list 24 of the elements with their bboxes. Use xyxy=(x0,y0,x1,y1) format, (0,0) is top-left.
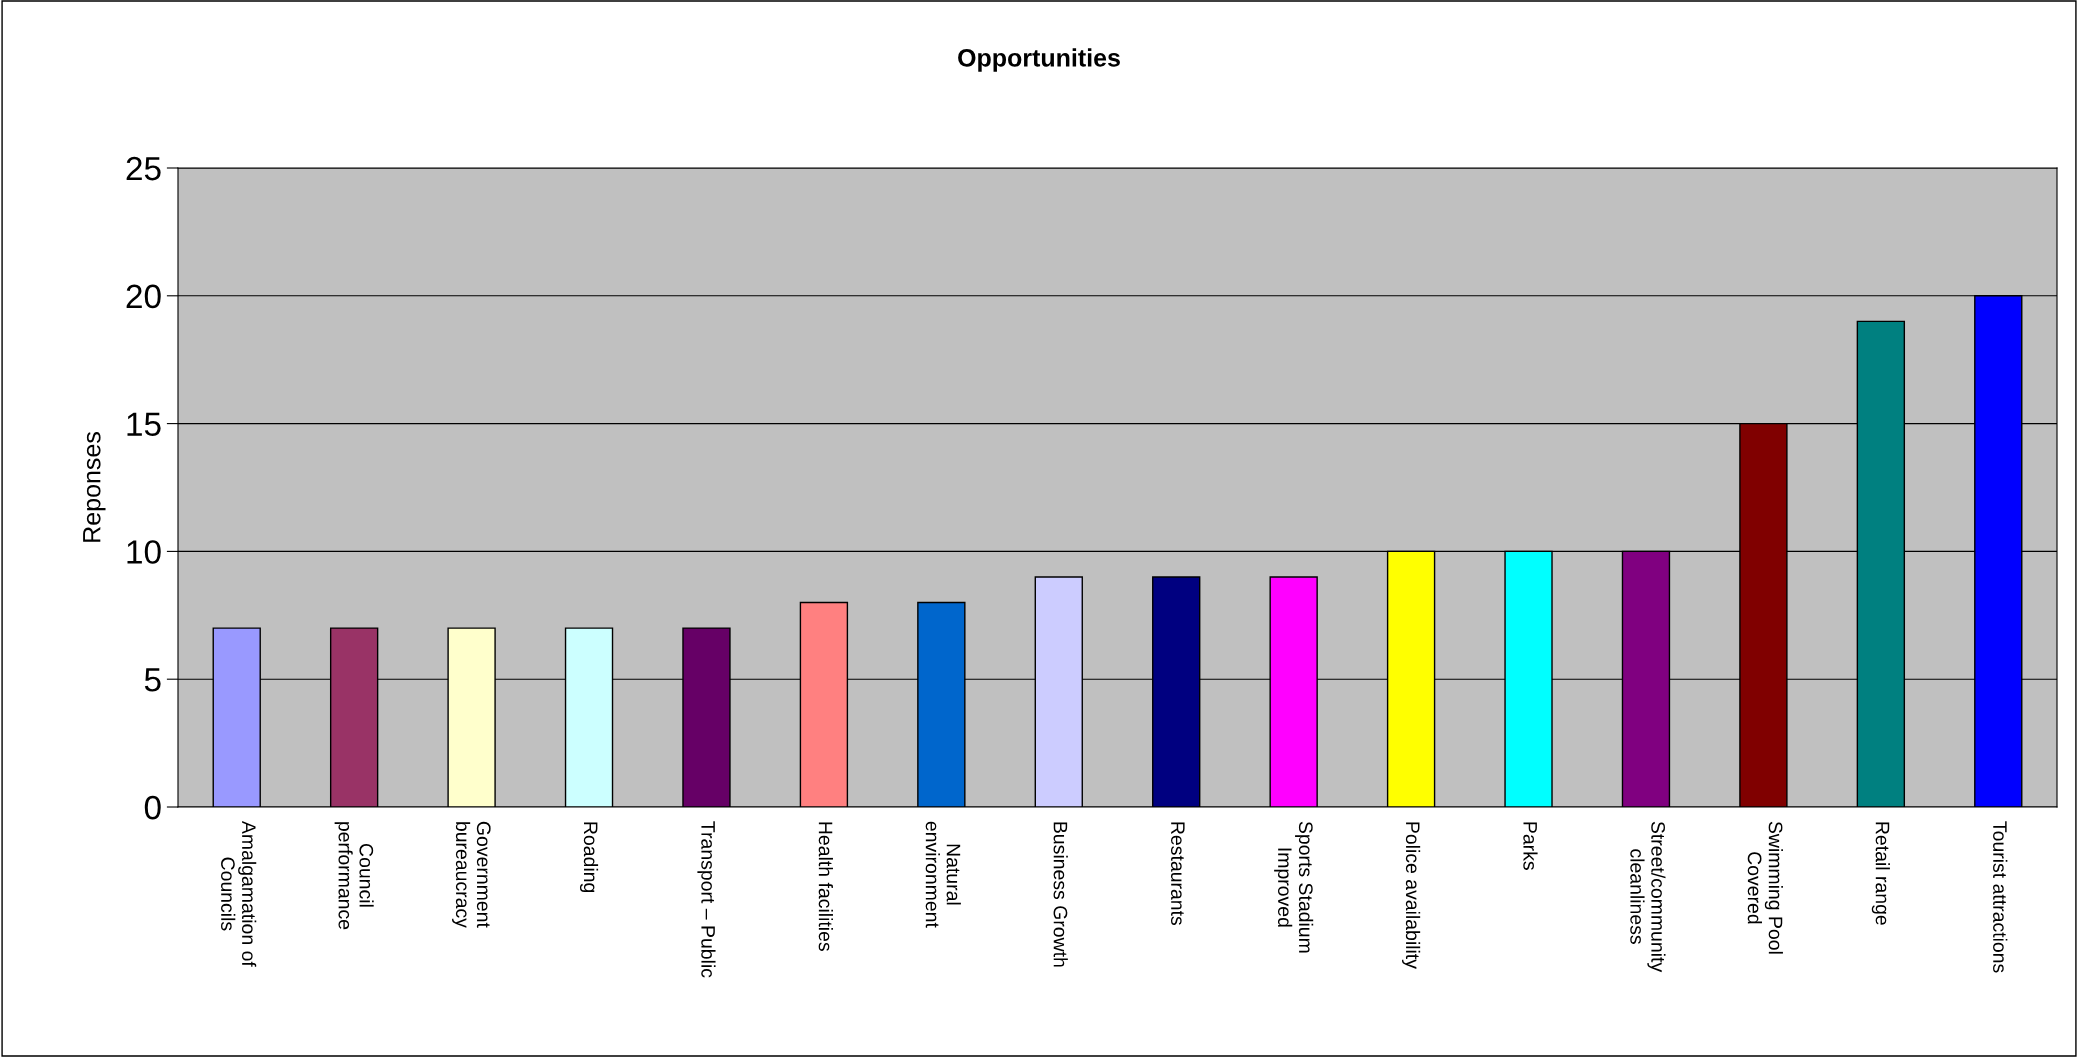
x-tick-label: Retail range xyxy=(1871,822,1890,925)
x-tick-label: Roading xyxy=(579,822,599,893)
y-tick-label: 10 xyxy=(127,540,161,564)
y-tick-label: 0 xyxy=(144,795,161,820)
x-tick-label: Amalgamation of Councils xyxy=(221,820,257,967)
x-tick-label: Street/community cleanliness xyxy=(1630,821,1666,973)
y-tick-label: 5 xyxy=(144,668,161,692)
x-tick-label: Natural environment xyxy=(925,821,961,928)
y-tick-label: 20 xyxy=(126,284,161,309)
x-tick-label: Government bureaucracy xyxy=(452,821,491,928)
x-tick-label: Restaurants xyxy=(1171,822,1185,926)
x-tick-label: Tourist attractions xyxy=(1993,821,2008,973)
x-tick-label: Police availability xyxy=(1402,822,1421,969)
x-tick-label: Transport – Public xyxy=(697,821,716,978)
chart-title: Opportunities xyxy=(958,48,1120,72)
x-tick-label: Health facilities xyxy=(818,822,833,951)
x-tick-label: Sports Stadium Improved xyxy=(1274,821,1314,953)
y-axis-title: Reponses xyxy=(83,432,106,542)
y-tick-label: 15 xyxy=(127,412,161,437)
y-tick-label: 25 xyxy=(126,156,161,181)
x-tick-label: Council performance xyxy=(334,822,374,930)
x-tick-label: Swimming Pool Covered xyxy=(1747,821,1783,954)
x-tick-label: Parks xyxy=(1523,822,1538,870)
x-tick-label: Business Growth xyxy=(1053,822,1068,967)
